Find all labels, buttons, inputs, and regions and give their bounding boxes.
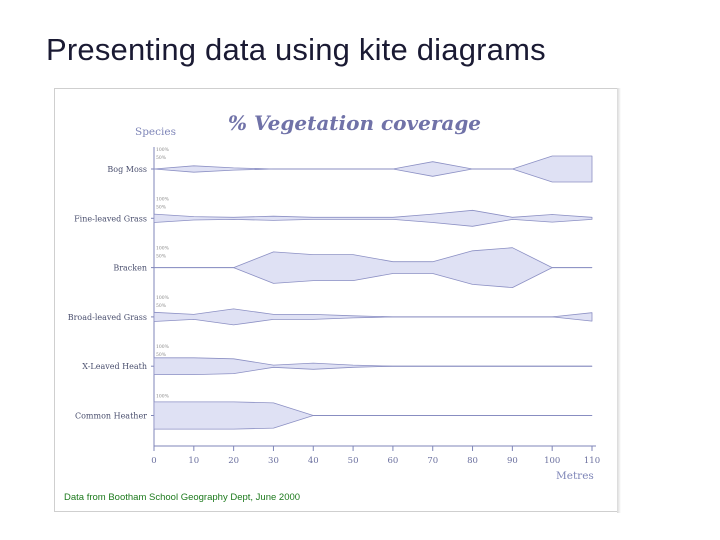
chart-title: % Vegetation coverage <box>228 111 481 135</box>
species-label: Common Heather <box>75 412 147 421</box>
x-tick-label: 20 <box>228 456 239 466</box>
scale-label-50: 50% <box>156 254 167 260</box>
x-tick-label: 60 <box>387 456 398 466</box>
x-tick-label: 70 <box>427 456 438 466</box>
y-axis-label: Species <box>135 126 176 138</box>
chart-frame-shadow <box>617 88 621 513</box>
scale-label-100: 100% <box>156 196 170 202</box>
kite-fine-leaved-grass <box>153 209 593 227</box>
x-tick-label: 10 <box>188 456 199 466</box>
source-footnote: Data from Bootham School Geography Dept,… <box>64 492 301 503</box>
scale-label-50: 50% <box>156 204 167 210</box>
x-tick-label: 30 <box>268 456 279 466</box>
species-label: Fine-leaved Grass <box>74 214 147 223</box>
species-label: Broad-leaved Grass <box>68 313 147 322</box>
scale-label-50: 50% <box>156 155 167 161</box>
scale-label-100: 100% <box>156 344 170 350</box>
scale-label-50: 50% <box>156 352 167 358</box>
x-tick-label: 90 <box>507 456 518 466</box>
species-label: X-Leaved Heath <box>82 362 147 371</box>
x-tick-label: 100 <box>544 456 560 466</box>
x-axis-label: Metres <box>556 470 594 482</box>
kite-broad-leaved-grass <box>153 308 593 326</box>
scale-label-100: 100% <box>156 246 170 252</box>
slide-title: Presenting data using kite diagrams <box>46 32 546 67</box>
x-tick-label: 50 <box>348 456 359 466</box>
scale-label-100: 100% <box>156 295 170 301</box>
scale-label-50: 50% <box>156 303 167 309</box>
x-tick-label: 0 <box>151 456 156 466</box>
scale-label-100: 100% <box>156 394 170 400</box>
x-tick-label: 110 <box>584 456 600 466</box>
plot-area: 0 10 20 30 40 50 60 70 80 90 100 110 100% 50% Bog Moss… <box>68 147 600 466</box>
species-label: Bracken <box>113 264 147 273</box>
scale-label-100: 100% <box>156 147 170 153</box>
x-tick-label: 80 <box>467 456 478 466</box>
chart-frame <box>54 88 620 512</box>
x-tick-label: 40 <box>308 456 319 466</box>
kite-bog-moss <box>153 155 593 183</box>
species-label: Bog Moss <box>107 165 147 174</box>
kite-x-leaved-heath <box>153 357 593 376</box>
kite-common-heather <box>153 401 593 430</box>
kite-bracken <box>153 247 593 289</box>
